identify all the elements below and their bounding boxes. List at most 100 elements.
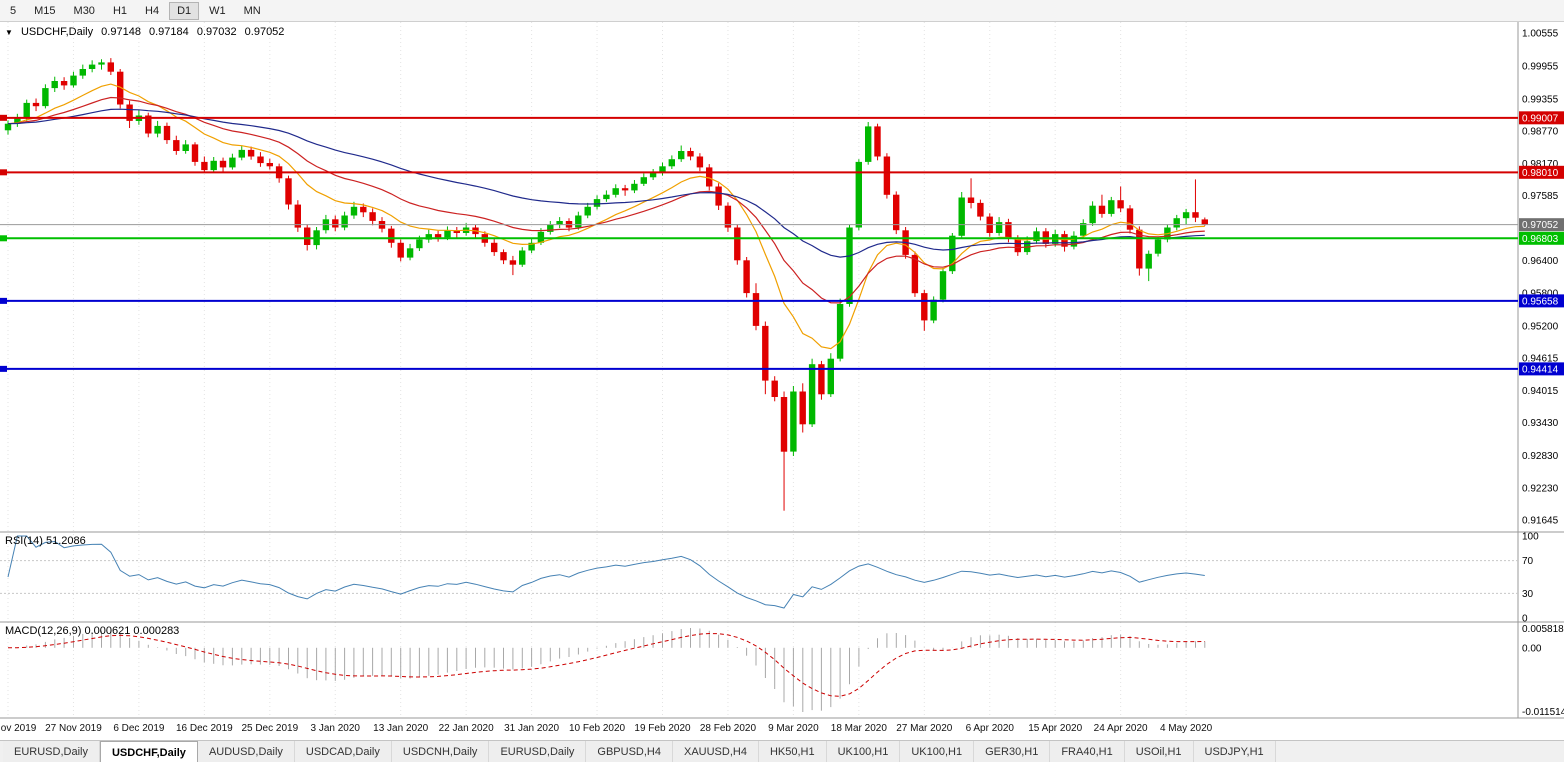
svg-text:0.93430: 0.93430 [1522, 418, 1559, 429]
timeframe-button-W1[interactable]: W1 [209, 4, 226, 17]
rsi-indicator-label: RSI(14) 51.2086 [5, 535, 86, 547]
collapse-chart-icon[interactable]: ▼ [5, 28, 13, 37]
svg-text:0.94414: 0.94414 [1522, 364, 1559, 375]
svg-text:0.94015: 0.94015 [1522, 386, 1559, 397]
svg-text:0.99007: 0.99007 [1522, 113, 1559, 124]
svg-text:18 Mar 2020: 18 Mar 2020 [831, 723, 888, 734]
svg-text:0.92830: 0.92830 [1522, 451, 1559, 462]
macd-name: MACD(12,26,9) [5, 625, 82, 637]
svg-text:0.96803: 0.96803 [1522, 234, 1559, 245]
svg-text:25 Dec 2019: 25 Dec 2019 [241, 723, 298, 734]
candlestick-chart-canvas[interactable]: 18 Nov 2019 27 Nov 2019 6 Dec 2019 16 Dec 2… [0, 22, 1564, 740]
chart-title: ▼ USDCHF,Daily 0.97148 0.97184 0.97032 0… [5, 26, 289, 38]
chart-tab-GBPUSD-H4[interactable]: GBPUSD,H4 [586, 741, 673, 762]
line-handle[interactable] [0, 297, 7, 304]
timeframe-button-D1[interactable]: D1 [169, 1, 200, 20]
svg-text:0.98170: 0.98170 [1522, 159, 1559, 170]
rsi-name: RSI(14) [5, 535, 43, 547]
macd-signal-line [7, 632, 1205, 697]
svg-text:-0.011514: -0.011514 [1522, 707, 1564, 718]
svg-text:0.98010: 0.98010 [1522, 168, 1559, 179]
svg-text:24 Apr 2020: 24 Apr 2020 [1094, 723, 1148, 734]
svg-text:0.96400: 0.96400 [1522, 256, 1559, 267]
chart-tab-GER30-H1[interactable]: GER30,H1 [974, 741, 1051, 762]
timeframe-button-H1[interactable]: H1 [112, 4, 127, 17]
svg-text:0.99355: 0.99355 [1522, 94, 1559, 105]
chart-panel: 18 Nov 2019 27 Nov 2019 6 Dec 2019 16 Dec 2… [0, 22, 1564, 740]
svg-text:0.95800: 0.95800 [1522, 289, 1559, 300]
timeframe-button-M30[interactable]: M30 [73, 4, 95, 17]
chart-tab-USDCAD-Daily[interactable]: USDCAD,Daily [294, 741, 392, 762]
svg-text:0: 0 [1522, 614, 1528, 625]
svg-text:0.97052: 0.97052 [1522, 220, 1559, 231]
svg-text:0.97585: 0.97585 [1522, 191, 1559, 202]
svg-text:10 Feb 2020: 10 Feb 2020 [569, 723, 626, 734]
svg-text:27 Nov 2019: 27 Nov 2019 [45, 723, 102, 734]
chart-tab-UK100-H1[interactable]: UK100,H1 [900, 741, 975, 762]
price-low: 0.97032 [196, 26, 237, 38]
line-handle[interactable] [0, 235, 7, 242]
price-badge [1519, 218, 1564, 232]
price-badge [1519, 165, 1564, 179]
date-axis: 18 Nov 2019 27 Nov 2019 6 Dec 2019 16 Dec 2… [0, 723, 1213, 734]
svg-text:6 Apr 2020: 6 Apr 2020 [966, 723, 1015, 734]
svg-text:31 Jan 2020: 31 Jan 2020 [504, 723, 559, 734]
line-handle[interactable] [0, 114, 7, 121]
price-close: 0.97052 [244, 26, 285, 38]
moving-average-line [7, 83, 1205, 350]
svg-text:100: 100 [1522, 532, 1539, 543]
macd-histogram [16, 628, 1206, 712]
svg-text:6 Dec 2019: 6 Dec 2019 [113, 723, 165, 734]
candles [4, 58, 1208, 511]
macd-indicator-label: MACD(12,26,9) 0.000621 0.000283 [5, 625, 179, 637]
chart-symbol-period: USDCHF,Daily [20, 26, 94, 38]
svg-text:0.91645: 0.91645 [1522, 516, 1559, 527]
svg-text:22 Jan 2020: 22 Jan 2020 [439, 723, 494, 734]
svg-text:16 Dec 2019: 16 Dec 2019 [176, 723, 233, 734]
price-badge [1519, 362, 1564, 376]
chart-tab-USOil-H1[interactable]: USOil,H1 [1124, 741, 1194, 762]
grid-lines [7, 22, 1187, 718]
svg-text:19 Feb 2020: 19 Feb 2020 [634, 723, 691, 734]
svg-text:27 Mar 2020: 27 Mar 2020 [896, 723, 953, 734]
svg-text:0.95658: 0.95658 [1522, 296, 1559, 307]
svg-text:1.00555: 1.00555 [1522, 29, 1559, 40]
chart-tab-HK50-H1[interactable]: HK50,H1 [758, 741, 827, 762]
price-badge [1519, 294, 1564, 308]
svg-text:15 Apr 2020: 15 Apr 2020 [1028, 723, 1082, 734]
timeframe-button-H4[interactable]: H4 [145, 4, 160, 17]
chart-tab-USDCNH-Daily[interactable]: USDCNH,Daily [391, 741, 490, 762]
svg-text:3 Jan 2020: 3 Jan 2020 [311, 723, 361, 734]
svg-text:0.92230: 0.92230 [1522, 484, 1559, 495]
moving-average-line [7, 96, 1205, 304]
price-axis: 1.00555 0.99955 0.99355 0.98770 0.98170 0.975… [1522, 29, 1559, 527]
rsi-line [7, 535, 1205, 609]
svg-text:28 Feb 2020: 28 Feb 2020 [700, 723, 757, 734]
svg-text:0.005818: 0.005818 [1522, 624, 1564, 635]
moving-average-line [7, 108, 1205, 258]
chart-tabs-bar: EURUSD,Daily USDCHF,Daily AUDUSD,Daily USDC… [0, 740, 1564, 762]
svg-text:30: 30 [1522, 589, 1534, 600]
svg-text:13 Jan 2020: 13 Jan 2020 [373, 723, 428, 734]
price-badge [1519, 111, 1564, 125]
svg-text:70: 70 [1522, 556, 1534, 567]
chart-tab-UK100-H1[interactable]: UK100,H1 [826, 741, 901, 762]
line-handle[interactable] [0, 365, 7, 372]
chart-tab-AUDUSD-Daily[interactable]: AUDUSD,Daily [197, 741, 295, 762]
timeframe-button-MN[interactable]: MN [243, 4, 261, 17]
rsi-value: 51.2086 [45, 535, 86, 547]
price-open: 0.97148 [101, 26, 141, 38]
chart-tab-EURUSD-Daily[interactable]: EURUSD,Daily [489, 741, 587, 762]
chart-tab-USDJPY-H1[interactable]: USDJPY,H1 [1193, 741, 1276, 762]
chart-tab-USDCHF-Daily[interactable]: USDCHF,Daily [99, 741, 198, 762]
timeframe-toolbar: 5 M15 M30 H1 H4 D1 W1 MN [0, 0, 1564, 22]
chart-tab-XAUUSD-H4[interactable]: XAUUSD,H4 [672, 741, 759, 762]
timeframe-button-5[interactable]: 5 [10, 4, 17, 17]
line-handle[interactable] [0, 169, 7, 176]
svg-text:0.94615: 0.94615 [1522, 353, 1559, 364]
svg-text:0.00: 0.00 [1522, 643, 1542, 654]
svg-text:0.98770: 0.98770 [1522, 126, 1559, 137]
timeframe-button-M15[interactable]: M15 [34, 4, 56, 17]
chart-tab-FRA40-H1[interactable]: FRA40,H1 [1050, 741, 1125, 762]
chart-tab-EURUSD-Daily[interactable]: EURUSD,Daily [3, 741, 100, 762]
